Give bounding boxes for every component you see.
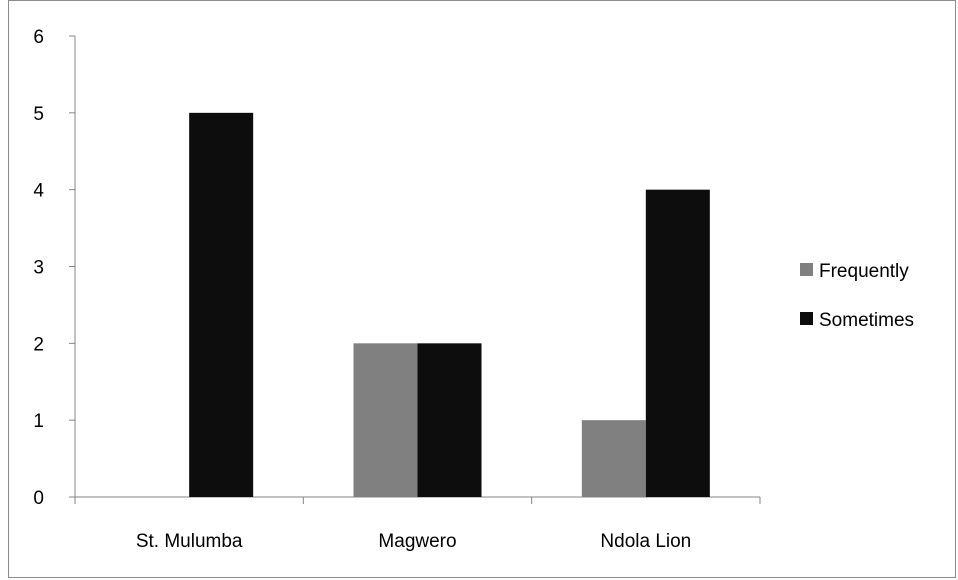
legend-label: Sometimes <box>819 310 914 331</box>
legend-swatch <box>800 312 813 325</box>
y-tick-label: 1 <box>33 411 44 432</box>
y-tick-label: 6 <box>33 27 44 48</box>
x-tick-label: Ndola Lion <box>600 531 691 552</box>
bar-sometimes-ndola-lion <box>645 189 710 497</box>
bars <box>189 112 710 497</box>
legend-swatch <box>800 263 813 276</box>
y-tick-label: 4 <box>33 181 44 202</box>
legend: Frequently Sometimes <box>800 261 914 331</box>
y-tick-label: 5 <box>33 104 44 125</box>
tick-labels: 0 1 2 3 4 5 6 St. Mulumba Magwero Ndola Lion <box>33 27 691 552</box>
y-tick-label: 0 <box>33 488 44 509</box>
bar-frequently-magwero <box>353 343 418 497</box>
chart-frame <box>8 0 956 578</box>
x-tick-label: Magwero <box>378 531 456 552</box>
bar-sometimes-st-mulumba <box>189 112 254 497</box>
bar-sometimes-magwero <box>417 343 482 497</box>
y-tick-label: 2 <box>33 334 44 355</box>
bar-frequently-ndola-lion <box>581 420 646 497</box>
legend-label: Frequently <box>819 261 909 282</box>
y-tick-label: 3 <box>33 258 44 279</box>
x-tick-label: St. Mulumba <box>136 531 243 552</box>
